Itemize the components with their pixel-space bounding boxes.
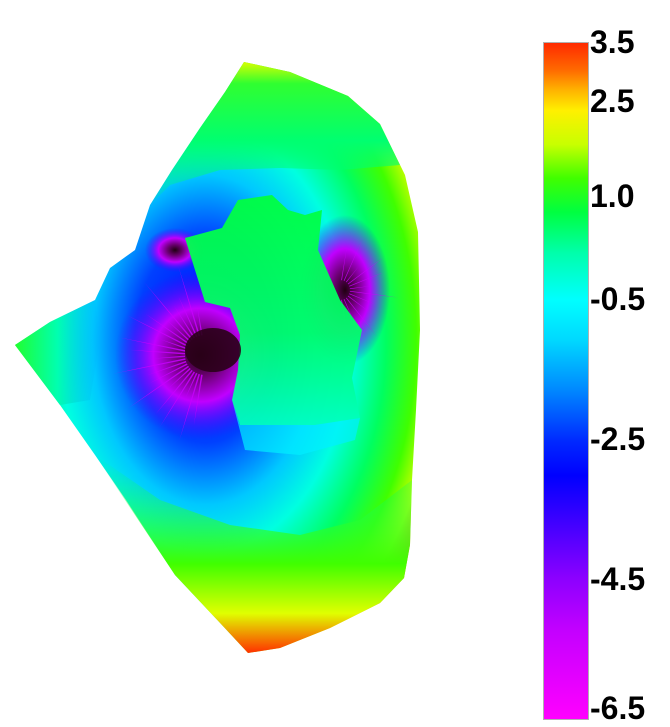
surface-spike [343, 238, 363, 282]
surface-spike [173, 305, 196, 339]
surface-spike [160, 339, 187, 350]
top-band [150, 62, 400, 205]
surface-spike [128, 365, 190, 409]
surface-spike [120, 337, 186, 352]
colorbar-tick-label: -0.5 [590, 281, 646, 317]
surface-spike [144, 282, 193, 341]
surface-spike [349, 290, 399, 298]
plateau-shelf [232, 400, 360, 455]
surface-spike [343, 298, 353, 320]
surface-spike [167, 367, 191, 390]
colorbar-tick-label: 1.0 [590, 178, 635, 214]
surface-spike [145, 313, 190, 345]
surface-spike [179, 373, 201, 441]
surface-spike [197, 306, 203, 336]
surface-spike [349, 293, 377, 305]
surface-spike [147, 360, 187, 376]
left-tip [15, 300, 100, 405]
surface-spike [193, 374, 203, 426]
surface-spike [178, 266, 201, 337]
surface-spike [347, 257, 383, 285]
surface-spike [166, 319, 191, 343]
surface-spike [149, 363, 188, 384]
bottom-band [95, 455, 412, 653]
surface-plot [15, 62, 420, 653]
colorbar-tick-label: -2.5 [590, 421, 646, 457]
surface-spike [159, 371, 196, 427]
surface-spike [347, 295, 371, 314]
colorbar [543, 42, 589, 720]
colorbar-tick-label: -4.5 [590, 561, 646, 597]
surface-spike [112, 358, 186, 374]
minimum-spot [185, 328, 241, 372]
colorbar-tick-label: -6.5 [590, 690, 646, 726]
surface-spike [349, 285, 372, 290]
surface-spike [341, 245, 348, 281]
surface-spike [178, 296, 198, 338]
colorbar-tick-label: 3.5 [590, 24, 635, 60]
surface-spike [155, 369, 193, 414]
surface-spike [153, 355, 186, 359]
surface-spike [129, 349, 186, 355]
central-plateau [185, 195, 362, 425]
colorbar-tick-label: 2.5 [590, 83, 635, 119]
surface-spike [185, 372, 198, 399]
surface-spike [345, 297, 377, 337]
surface-spike [345, 266, 359, 283]
surface-spike [349, 271, 385, 287]
surface-spike [126, 315, 188, 347]
